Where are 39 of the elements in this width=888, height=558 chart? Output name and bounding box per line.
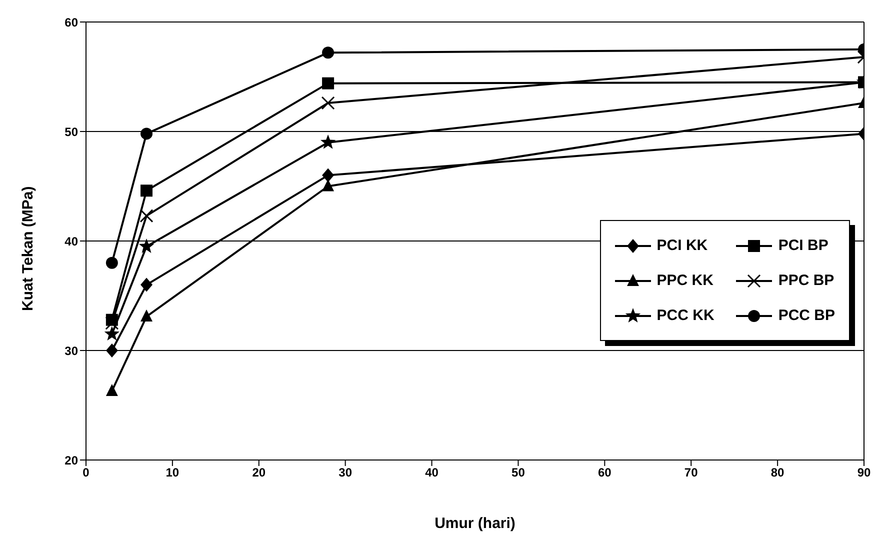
x-tick-label: 20 (252, 466, 266, 480)
y-axis-title: Kuat Tekan (MPa) (19, 186, 36, 311)
point (106, 256, 118, 269)
legend-label: PCC KK (656, 307, 714, 324)
point (106, 384, 118, 396)
x-axis-title: Umur (hari) (434, 515, 516, 532)
legend-label: PCI KK (656, 237, 708, 254)
point (140, 209, 154, 223)
y-tick-label: 60 (64, 15, 78, 30)
x-tick-label: 30 (338, 466, 352, 480)
point (320, 134, 336, 149)
point (138, 238, 154, 253)
x-tick-label: 40 (425, 466, 439, 480)
x-tick-label: 80 (770, 466, 785, 480)
x-tick-label: 50 (512, 466, 526, 480)
legend-label: PCC BP (778, 307, 835, 324)
legend-label: PCI BP (778, 237, 828, 254)
y-tick-label: 50 (64, 124, 78, 139)
point (104, 326, 120, 341)
point (140, 128, 153, 140)
point (322, 46, 334, 59)
x-tick-label: 60 (598, 466, 612, 480)
point (140, 278, 153, 292)
point (322, 77, 334, 90)
legend-label: PPC BP (778, 272, 834, 289)
y-tick-label: 40 (64, 234, 78, 248)
point (106, 344, 118, 358)
y-tick-label: 20 (64, 453, 78, 468)
point (140, 184, 153, 197)
x-tick-label: 90 (857, 466, 871, 480)
x-tick-label: 0 (82, 466, 90, 480)
x-tick-label: 10 (166, 466, 180, 480)
point (321, 96, 335, 110)
x-tick-label: 70 (684, 466, 698, 480)
y-tick-label: 30 (64, 344, 78, 358)
point (140, 310, 153, 322)
point (322, 168, 334, 182)
point (105, 316, 119, 330)
legend-label: PPC KK (656, 272, 714, 289)
